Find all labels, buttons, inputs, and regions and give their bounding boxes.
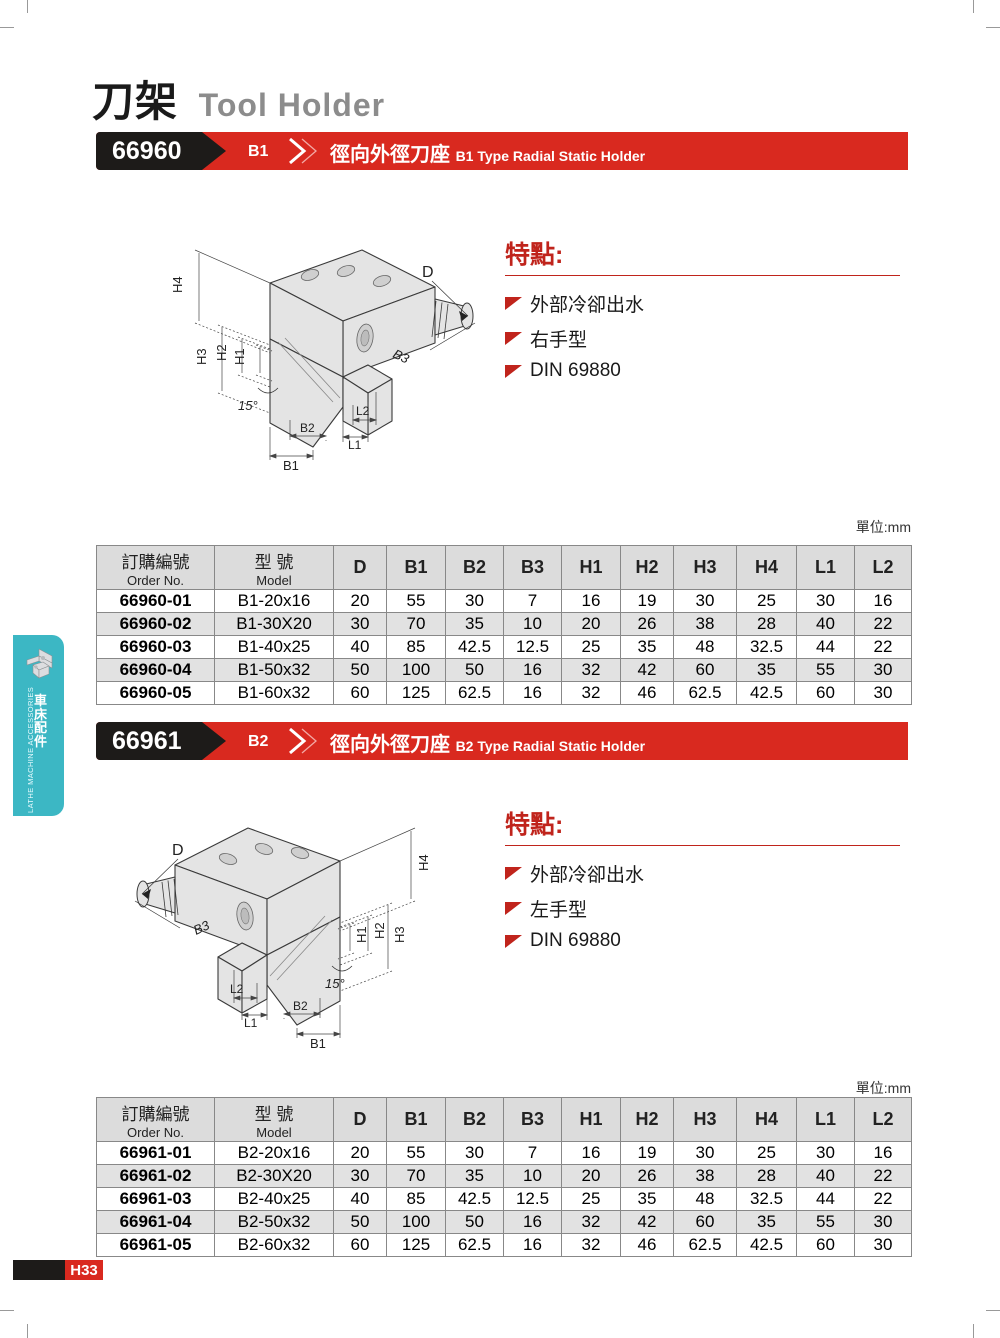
svg-text:L1: L1	[244, 1016, 258, 1030]
svg-text:H2: H2	[214, 344, 229, 361]
svg-text:D: D	[422, 264, 434, 281]
svg-text:H4: H4	[416, 854, 431, 871]
svg-text:B2: B2	[300, 421, 315, 435]
svg-text:D: D	[172, 842, 184, 859]
svg-text:L1: L1	[348, 438, 362, 452]
svg-text:H1: H1	[354, 926, 369, 943]
svg-text:H3: H3	[194, 348, 209, 365]
svg-text:H1: H1	[232, 348, 247, 365]
svg-text:B1: B1	[310, 1036, 326, 1051]
svg-text:B2: B2	[293, 999, 308, 1013]
svg-text:15°: 15°	[325, 976, 345, 991]
svg-text:B1: B1	[283, 458, 299, 473]
svg-text:H3: H3	[392, 926, 407, 943]
svg-text:15°: 15°	[238, 398, 258, 413]
svg-text:L2: L2	[356, 404, 370, 418]
svg-text:H4: H4	[170, 276, 185, 293]
svg-text:H2: H2	[372, 922, 387, 939]
svg-text:L2: L2	[230, 982, 244, 996]
